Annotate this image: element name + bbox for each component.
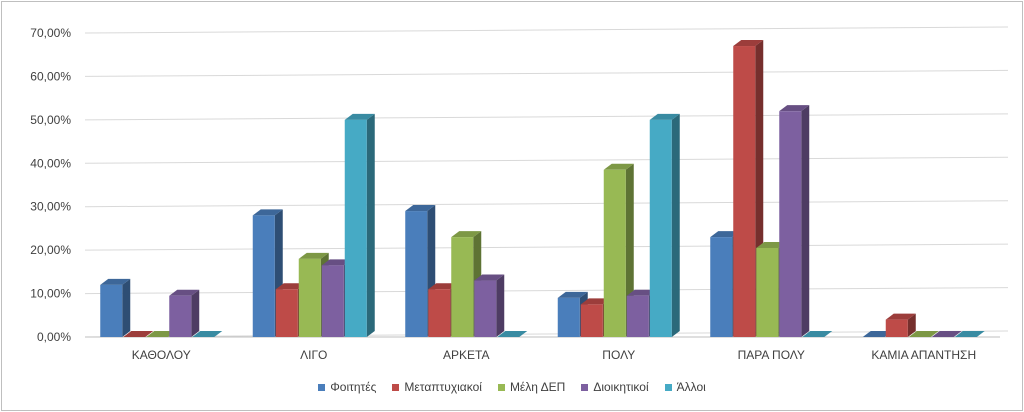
- y-tick-label: 0,00%: [37, 330, 71, 344]
- bar-top: [451, 231, 482, 238]
- bar-top: [802, 331, 833, 337]
- legend-swatch: [392, 383, 400, 391]
- bar: [100, 284, 123, 337]
- legend-item: Φοιτητές: [318, 380, 376, 394]
- bar: [626, 295, 649, 337]
- legend-item: Διοικητικοί: [581, 380, 649, 394]
- legend-label: Διοικητικοί: [593, 380, 649, 394]
- bar-side: [366, 113, 375, 337]
- x-category-label: ΠΑΡΑ ΠΟΛΥ: [738, 348, 805, 362]
- bar-top: [733, 40, 764, 47]
- legend-item: Άλλοι: [664, 380, 706, 394]
- bar-top: [344, 113, 375, 120]
- bar-top: [192, 331, 223, 337]
- legend-item: Μεταπτυχιακοί: [392, 380, 482, 394]
- bar: [733, 46, 756, 338]
- gridline: [84, 200, 1009, 208]
- bar: [710, 237, 733, 337]
- bar: [779, 111, 802, 338]
- bar-top: [169, 289, 200, 296]
- legend-label: Φοιτητές: [330, 380, 377, 394]
- bar: [344, 119, 367, 337]
- y-tick-label: 50,00%: [30, 113, 71, 127]
- bar-top: [649, 113, 680, 120]
- bar: [321, 265, 344, 337]
- legend-swatch: [497, 383, 505, 391]
- bar-top: [756, 241, 787, 248]
- gridline: [84, 69, 1009, 77]
- bar-top: [862, 331, 893, 337]
- bar-top: [275, 283, 306, 290]
- legend: Φοιτητές Μεταπτυχιακοί Μέλη ΔΕΠ Διοικητικοί…: [0, 380, 1024, 394]
- gridline: [84, 330, 1009, 338]
- bar-top: [252, 209, 283, 216]
- bar: [169, 295, 192, 337]
- x-category-label: ΠΟΛΥ: [602, 348, 635, 362]
- bar-top: [954, 331, 985, 337]
- bar-top: [885, 313, 916, 320]
- bar-top: [603, 163, 634, 170]
- bar: [580, 304, 603, 337]
- gridline: [84, 26, 1009, 34]
- bar: [474, 280, 497, 337]
- bar: [649, 119, 672, 337]
- x-category-label: ΛΙΓΟ: [300, 348, 327, 362]
- bar-top: [321, 259, 352, 266]
- legend-item: Μέλη ΔΕΠ: [497, 380, 566, 394]
- y-tick-label: 40,00%: [30, 156, 71, 170]
- bar-side: [191, 289, 200, 337]
- gridline: [84, 287, 1009, 295]
- gridline: [84, 113, 1009, 121]
- legend-label: Άλλοι: [676, 380, 706, 394]
- x-category-label: ΚΑΘΟΛΟΥ: [132, 348, 191, 362]
- bar-top: [123, 331, 154, 337]
- bar: [252, 215, 275, 337]
- bar-top: [474, 274, 505, 281]
- bar-top: [908, 331, 939, 337]
- bar-side: [907, 313, 916, 337]
- y-tick-label: 60,00%: [30, 69, 71, 83]
- legend-swatch: [664, 383, 672, 391]
- bar: [885, 319, 908, 337]
- bar-side: [122, 278, 131, 337]
- legend-swatch: [581, 383, 589, 391]
- y-tick-label: 20,00%: [30, 243, 71, 257]
- bar: [275, 289, 298, 337]
- x-category-label: ΚΑΜΙΑ ΑΠΑΝΤΗΣΗ: [871, 348, 976, 362]
- gridline: [84, 243, 1009, 251]
- bar-top: [428, 283, 459, 290]
- gridline: [84, 156, 1009, 164]
- bar: [298, 258, 321, 337]
- bar-top: [710, 231, 741, 238]
- y-tick-label: 30,00%: [30, 200, 71, 214]
- bar-top: [626, 289, 657, 296]
- bar-top: [557, 291, 588, 298]
- bar: [451, 237, 474, 337]
- bar-top: [405, 205, 436, 212]
- bar-side: [671, 113, 680, 337]
- bar-side: [801, 105, 810, 338]
- bar-top: [580, 298, 611, 305]
- bar-side: [496, 274, 505, 337]
- bar-top: [298, 252, 329, 259]
- bar-top: [931, 331, 962, 337]
- bar: [428, 289, 451, 337]
- legend-label: Μέλη ΔΕΠ: [509, 380, 566, 394]
- x-category-label: ΑΡΚΕΤΑ: [443, 348, 489, 362]
- bar-top: [779, 105, 810, 112]
- bar: [405, 211, 428, 337]
- bar-top: [497, 331, 528, 337]
- bar: [557, 297, 580, 337]
- legend-label: Μεταπτυχιακοί: [404, 380, 482, 394]
- legend-swatch: [318, 383, 326, 391]
- y-tick-label: 10,00%: [30, 287, 71, 301]
- bar: [603, 169, 626, 337]
- bar-top: [100, 278, 131, 285]
- bar: [756, 247, 779, 337]
- bar-top: [146, 331, 177, 337]
- y-tick-label: 70,00%: [30, 26, 71, 40]
